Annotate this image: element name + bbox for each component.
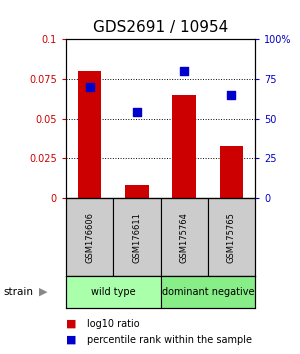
Point <box>134 109 139 115</box>
Text: ■: ■ <box>66 319 76 329</box>
Point <box>182 68 187 74</box>
Bar <box>66 198 113 276</box>
Point <box>87 84 92 90</box>
Bar <box>66 276 160 308</box>
Text: dominant negative: dominant negative <box>161 287 254 297</box>
Text: ▶: ▶ <box>39 287 47 297</box>
Text: log10 ratio: log10 ratio <box>87 319 140 329</box>
Text: GSM176611: GSM176611 <box>132 212 141 263</box>
Title: GDS2691 / 10954: GDS2691 / 10954 <box>93 20 228 35</box>
Text: GSM176606: GSM176606 <box>85 212 94 263</box>
Bar <box>220 146 243 198</box>
Bar <box>125 185 149 198</box>
Bar <box>208 198 255 276</box>
Text: ■: ■ <box>66 335 76 345</box>
Bar <box>172 95 196 198</box>
Text: GSM175765: GSM175765 <box>227 212 236 263</box>
Text: wild type: wild type <box>91 287 136 297</box>
Bar <box>78 71 101 198</box>
Text: strain: strain <box>3 287 33 297</box>
Point <box>229 92 234 98</box>
Bar <box>160 276 255 308</box>
Text: percentile rank within the sample: percentile rank within the sample <box>87 335 252 345</box>
Bar <box>113 198 160 276</box>
Text: GSM175764: GSM175764 <box>180 212 189 263</box>
Bar <box>160 198 208 276</box>
